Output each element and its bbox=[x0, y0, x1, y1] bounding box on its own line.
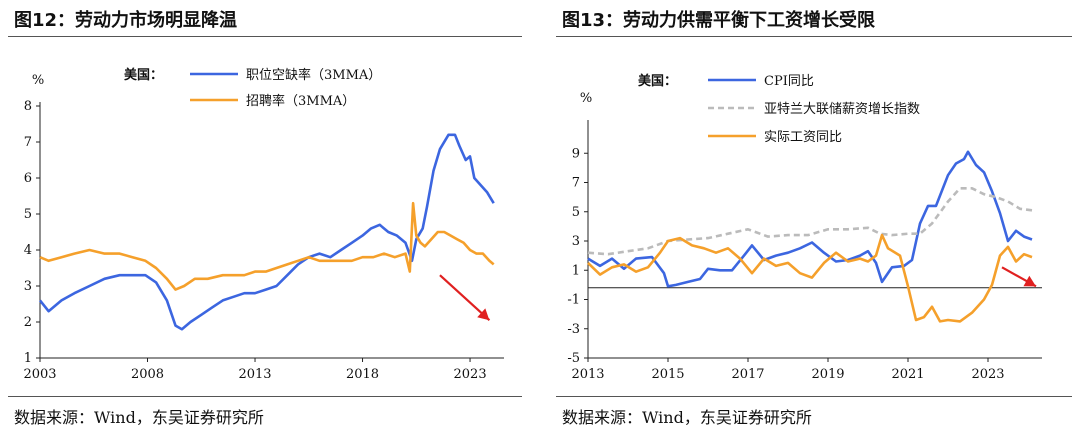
y-axis-label: % bbox=[32, 73, 44, 88]
x-tick-label: 2018 bbox=[346, 367, 379, 382]
chart-title: 图13：劳动力供需平衡下工资增长受限 bbox=[562, 10, 876, 31]
x-tick-label: 2013 bbox=[571, 367, 604, 382]
y-tick-label: 5 bbox=[24, 207, 32, 222]
trend-arrow bbox=[439, 274, 491, 322]
title-rule bbox=[556, 36, 1072, 37]
y-tick-label: 7 bbox=[24, 135, 32, 150]
y-tick-label: 8 bbox=[24, 99, 32, 114]
x-tick-label: 2023 bbox=[971, 367, 1004, 382]
y-tick-label: -5 bbox=[567, 351, 580, 366]
line-chart-wage-growth: % -5 -3 -1 1 3 5 7 9 2013 2015 2017 2019 2021 2023 美国： C… bbox=[567, 73, 1042, 382]
x-tick-label: 2023 bbox=[454, 367, 487, 382]
y-tick-label: 9 bbox=[572, 146, 580, 161]
series-line-2 bbox=[587, 233, 1033, 323]
x-tick-label: 2013 bbox=[238, 367, 271, 382]
chart-panel-right: 图13：劳动力供需平衡下工资增长受限 % -5 -3 -1 1 3 5 7 9 2013 2015 2… bbox=[548, 0, 1080, 437]
trend-arrow-head bbox=[477, 308, 490, 321]
legend-label-0: 职位空缺率（3MMA） bbox=[246, 67, 381, 83]
chart-title: 图12：劳动力市场明显降温 bbox=[14, 10, 238, 31]
y-tick-label: 6 bbox=[24, 171, 32, 186]
title-rule bbox=[8, 36, 522, 37]
x-tick-label: 2003 bbox=[23, 367, 56, 382]
y-tick-label: 4 bbox=[24, 243, 32, 258]
line-chart-labor-market: % 1 2 3 4 5 6 7 8 2003 2008 2013 2018 2023 美国： 职位空缺率（3M… bbox=[23, 67, 504, 382]
data-source: 数据来源：Wind，东吴证券研究所 bbox=[562, 408, 812, 427]
trend-arrow-head bbox=[1023, 275, 1036, 287]
y-tick-label: 5 bbox=[572, 205, 580, 220]
legend-label-0: CPI同比 bbox=[764, 74, 814, 89]
legend-title: 美国： bbox=[638, 73, 677, 89]
chart-panel-left: 图12：劳动力市场明显降温 % 1 2 3 4 5 6 7 8 2003 2008 2013 2018 2… bbox=[0, 0, 530, 437]
y-tick-label: 1 bbox=[572, 263, 580, 278]
x-tick-label: 2015 bbox=[651, 367, 684, 382]
source-rule bbox=[8, 396, 522, 397]
legend-title: 美国： bbox=[124, 67, 163, 83]
y-tick-label: 3 bbox=[572, 234, 580, 249]
x-tick-label: 2019 bbox=[811, 367, 844, 382]
source-rule bbox=[556, 396, 1072, 397]
y-tick-label: -3 bbox=[567, 322, 580, 337]
series-line-1 bbox=[587, 187, 1033, 256]
y-axis-label: % bbox=[580, 91, 592, 106]
x-tick-label: 2017 bbox=[731, 367, 764, 382]
legend-label-1: 亚特兰大联储薪资增长指数 bbox=[764, 102, 920, 117]
y-tick-label: 2 bbox=[24, 315, 32, 330]
data-source: 数据来源：Wind，东吴证券研究所 bbox=[14, 408, 264, 427]
x-tick-label: 2008 bbox=[131, 367, 164, 382]
series-line-1 bbox=[39, 201, 495, 291]
series-line-0 bbox=[38, 133, 495, 331]
y-tick-label: 3 bbox=[24, 279, 32, 294]
x-tick-label: 2021 bbox=[891, 367, 924, 382]
legend-label-1: 招聘率（3MMA） bbox=[246, 93, 355, 109]
series-line-0 bbox=[587, 150, 1033, 288]
legend-label-2: 实际工资同比 bbox=[764, 130, 842, 145]
y-tick-label: 7 bbox=[572, 176, 580, 191]
y-tick-label: 1 bbox=[24, 351, 32, 366]
y-tick-label: -1 bbox=[567, 293, 580, 308]
